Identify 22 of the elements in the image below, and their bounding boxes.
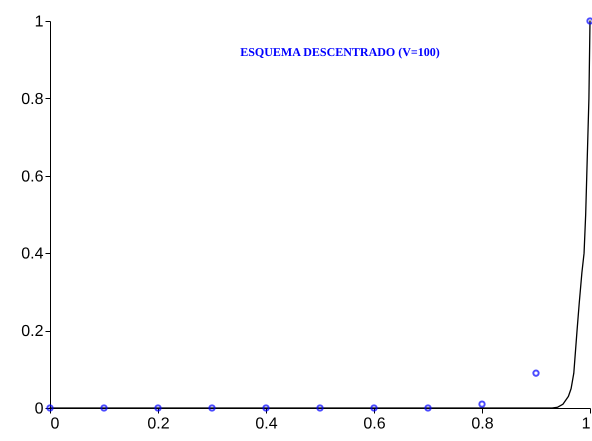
- x-tick-label: 0.8: [471, 416, 494, 432]
- point: [154, 404, 162, 412]
- x-tick-label: 0.2: [147, 416, 170, 432]
- point: [424, 404, 432, 412]
- text: ESQUEMA DESCENTRADO (V=100): [240, 45, 440, 59]
- x-tick-label: 1: [582, 416, 591, 432]
- y-tick-label: 0.6: [21, 168, 44, 186]
- y-tick-label: 0: [34, 400, 44, 418]
- point: [208, 404, 216, 412]
- x-tick-label: 0.4: [255, 416, 278, 432]
- point: [100, 404, 108, 412]
- y-tick-label: 1: [34, 14, 44, 30]
- x-tick-label: 0: [50, 416, 60, 432]
- y-tick-label: 0.8: [21, 90, 44, 108]
- point: [316, 404, 324, 412]
- y-tick-label: 0.2: [21, 323, 44, 340]
- y-tick-label: 0.4: [21, 246, 44, 263]
- x-tick-label: 0.6: [363, 416, 386, 432]
- point: [370, 404, 378, 412]
- point: [532, 370, 540, 377]
- point: [478, 400, 486, 408]
- point: [262, 404, 270, 412]
